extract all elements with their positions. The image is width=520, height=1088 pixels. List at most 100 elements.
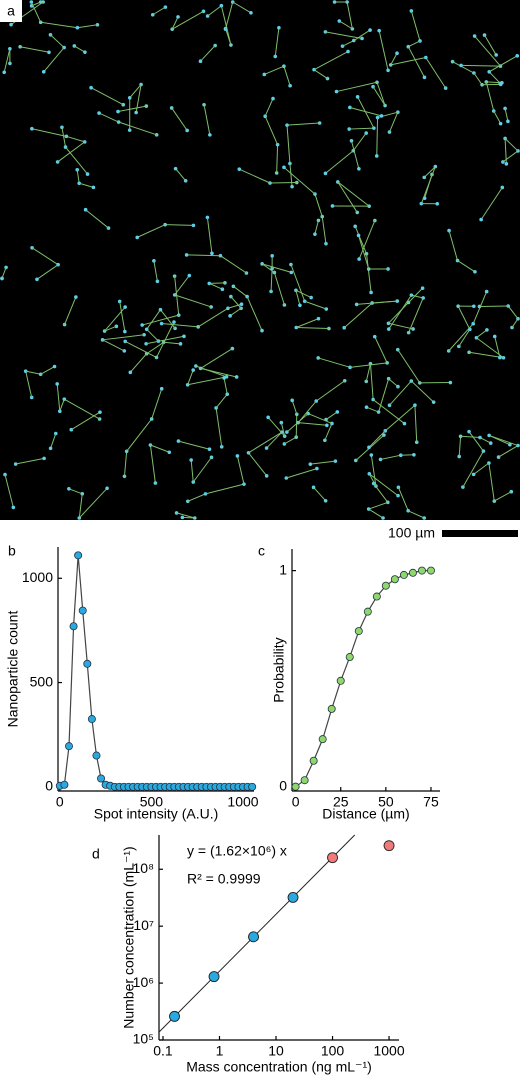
particle (290, 399, 294, 403)
particle (160, 387, 164, 391)
y-tick-label: 0 (45, 778, 53, 794)
data-point (346, 653, 353, 660)
particle (49, 447, 53, 451)
particle (222, 376, 226, 380)
particle (189, 458, 193, 462)
particle (176, 15, 180, 19)
data-point (97, 775, 104, 782)
y-axis-label: Number concentration (mL⁻¹) (121, 846, 137, 1028)
particle (467, 430, 471, 434)
particle (282, 166, 286, 170)
particle (135, 236, 139, 240)
particle (270, 254, 274, 258)
data-line (296, 571, 431, 787)
y-axis-label: Nanoparticle count (5, 611, 21, 728)
particle (422, 516, 426, 520)
data-point (79, 607, 86, 614)
data-point (249, 932, 259, 942)
particle (42, 457, 46, 461)
particle (315, 467, 319, 471)
x-axis-label: Mass concentration (ng mL⁻¹) (186, 1059, 372, 1075)
particle (39, 20, 43, 24)
particle-link (270, 182, 297, 183)
x-tick-label: 1 (216, 1043, 224, 1059)
y-axis-label: Probability (271, 637, 287, 702)
panel-label: b (8, 543, 16, 559)
particle (381, 516, 385, 520)
data-point (427, 567, 434, 574)
x-tick-label: 0.1 (153, 1043, 173, 1059)
particle (357, 257, 361, 261)
particle (265, 446, 269, 450)
particle (368, 28, 372, 32)
particle (485, 328, 489, 332)
particle (333, 0, 337, 4)
particle (235, 375, 239, 379)
annotation: R² = 0.9999 (187, 871, 261, 887)
particle (181, 516, 185, 520)
particle (435, 202, 439, 206)
particle (373, 335, 377, 339)
data-point (328, 853, 338, 863)
particle (129, 371, 133, 375)
data-point (288, 892, 298, 902)
particle (172, 320, 176, 324)
particle (249, 11, 253, 15)
particle (369, 291, 373, 295)
particle (515, 54, 519, 58)
particle (357, 234, 361, 238)
data-point (400, 571, 407, 578)
particle (2, 70, 6, 74)
data-point (364, 608, 371, 615)
particle (449, 381, 453, 385)
particle (12, 506, 16, 510)
particle (208, 447, 212, 451)
x-tick-label: 75 (423, 794, 439, 810)
particle (506, 120, 510, 124)
data-point (319, 736, 326, 743)
particle (505, 162, 509, 166)
particle (324, 172, 328, 176)
data-point (355, 628, 362, 635)
particle (473, 270, 477, 274)
particle (0, 277, 4, 281)
particle (412, 453, 416, 457)
particle (335, 410, 339, 414)
particle (403, 422, 407, 426)
panel-label: a (7, 3, 15, 19)
particle (174, 167, 178, 171)
particle (83, 50, 87, 54)
x-tick-label: 1000 (227, 794, 258, 810)
x-tick-label: 1000 (373, 1043, 404, 1059)
particle (98, 410, 102, 414)
particle (290, 185, 294, 189)
particle (355, 303, 359, 307)
particle (263, 73, 267, 77)
particle (485, 290, 489, 294)
data-point (328, 705, 335, 712)
particle (356, 95, 360, 99)
particle (30, 0, 34, 4)
particle (167, 450, 171, 454)
particle (367, 446, 371, 450)
particle (324, 499, 328, 503)
particle (240, 302, 244, 306)
data-point (382, 582, 389, 589)
data-point (75, 552, 82, 559)
particle (9, 23, 13, 27)
x-tick-label: 10 (268, 1043, 284, 1059)
y-tick-label: 0 (279, 777, 287, 793)
particle (42, 70, 46, 74)
particle (35, 278, 39, 282)
particle (92, 186, 96, 190)
particle (84, 208, 88, 212)
particle (277, 26, 281, 30)
data-point (409, 569, 416, 576)
particle (313, 232, 317, 236)
scale-bar-label: 100 µm (388, 525, 435, 541)
particle (151, 13, 155, 17)
particle (508, 443, 512, 447)
particle (236, 454, 240, 458)
data-point (170, 1011, 180, 1021)
